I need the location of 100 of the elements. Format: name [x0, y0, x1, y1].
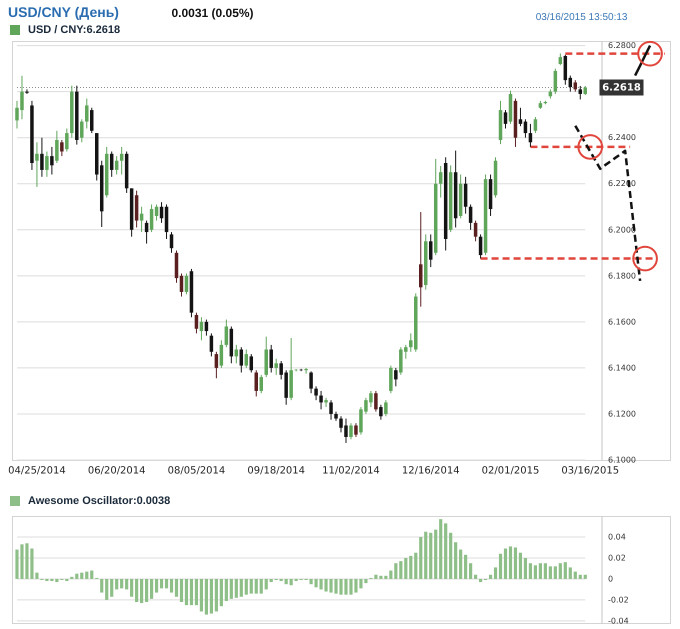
- candlestick: [269, 344, 273, 374]
- bar: [498, 554, 502, 579]
- candlestick: [210, 332, 214, 357]
- bar: [190, 578, 194, 606]
- bar: [314, 578, 318, 588]
- candlestick: [220, 340, 224, 368]
- bar: [15, 550, 19, 579]
- bar: [180, 578, 184, 602]
- candlestick: [144, 220, 148, 244]
- line-series: [574, 124, 642, 282]
- bar: [214, 578, 218, 612]
- bar: [464, 554, 468, 579]
- candlestick: [140, 206, 144, 233]
- candlestick: [110, 151, 114, 178]
- candlestick: [309, 370, 313, 394]
- candlestick: [384, 400, 388, 417]
- bar: [200, 578, 204, 612]
- candlestick: [574, 80, 578, 92]
- y-tick-label: 6.2800: [608, 41, 636, 50]
- candlestick: [85, 98, 89, 129]
- candlestick: [548, 88, 552, 100]
- bar: [150, 578, 154, 599]
- candlestick: [60, 139, 64, 157]
- candlestick: [584, 85, 588, 96]
- candlestick: [534, 116, 538, 134]
- bar: [170, 578, 174, 593]
- bar: [478, 578, 482, 582]
- candlestick: [184, 273, 188, 295]
- candlestick: [114, 156, 118, 176]
- candlestick: [120, 146, 124, 176]
- y-tick-label: 0.02: [608, 553, 626, 562]
- candlestick: [200, 316, 204, 341]
- bar: [160, 578, 164, 588]
- x-tick-label: 09/18/2014: [247, 466, 306, 476]
- legend-label: USD / CNY:6.2618: [28, 24, 120, 36]
- line-series: [634, 44, 652, 77]
- bar: [488, 574, 492, 579]
- candlestick: [329, 400, 333, 420]
- candlestick: [35, 142, 39, 188]
- candlestick: [578, 85, 582, 100]
- bar: [534, 565, 538, 579]
- candlestick: [324, 397, 328, 408]
- y-tick-label: -0.02: [608, 595, 629, 604]
- candlestick: [224, 319, 228, 348]
- candlestick: [194, 312, 198, 334]
- candlestick: [259, 374, 263, 394]
- bar: [324, 578, 328, 592]
- bar: [319, 578, 323, 590]
- bar: [504, 548, 508, 579]
- y-tick-label: 6.1400: [608, 363, 636, 372]
- x-tick-label: 04/25/2014: [8, 466, 66, 476]
- candlestick: [80, 118, 84, 143]
- bar: [164, 578, 168, 588]
- x-tick-label: 12/16/2014: [402, 466, 460, 476]
- bar: [204, 578, 208, 615]
- point: [577, 134, 604, 160]
- candlestick: [419, 212, 423, 308]
- candlestick: [250, 354, 254, 374]
- bar: [514, 547, 518, 579]
- candlestick: [478, 234, 482, 260]
- bar: [349, 578, 353, 595]
- bar: [494, 567, 498, 579]
- candlestick: [428, 234, 432, 268]
- legend-label: Awesome Oscillator:0.0038: [28, 495, 170, 507]
- text: 0.0031 (0.05%): [172, 6, 254, 20]
- bar: [329, 578, 333, 593]
- bar: [309, 578, 313, 584]
- bar: [524, 558, 528, 579]
- candlestick: [504, 110, 508, 129]
- bar: [25, 543, 29, 579]
- x-tick-label: 08/05/2014: [168, 466, 226, 476]
- x-tick-label: 02/01/2015: [482, 466, 540, 476]
- candlestick: [254, 370, 258, 397]
- bar: [538, 563, 542, 579]
- candlestick: [554, 68, 558, 94]
- x-tick-label: 11/02/2014: [322, 466, 380, 476]
- bar: [30, 548, 34, 579]
- bar: [140, 578, 144, 604]
- candlestick: [349, 422, 353, 440]
- candlestick: [90, 107, 94, 134]
- candlestick: [204, 319, 208, 336]
- bar: [508, 546, 512, 579]
- point: [637, 40, 663, 66]
- text: 03/16/2015 13:50:13: [536, 12, 628, 23]
- candlestick: [234, 344, 238, 364]
- bar: [544, 563, 547, 579]
- bar: [469, 563, 472, 579]
- bar: [184, 578, 188, 606]
- candlestick: [45, 151, 49, 178]
- bar: [379, 576, 382, 579]
- x-tick-label: 03/16/2015: [561, 466, 620, 476]
- bar: [35, 572, 39, 579]
- x-tick-label: 06/20/2014: [88, 466, 146, 476]
- candlestick: [394, 367, 398, 387]
- bar: [528, 563, 532, 579]
- y-tick-label: 6.1000: [608, 456, 636, 464]
- y-tick-label: 0: [608, 574, 614, 584]
- y-tick-label: 6.1800: [608, 271, 636, 280]
- y-tick-label: 6.2400: [608, 133, 636, 142]
- candlestick: [379, 404, 383, 420]
